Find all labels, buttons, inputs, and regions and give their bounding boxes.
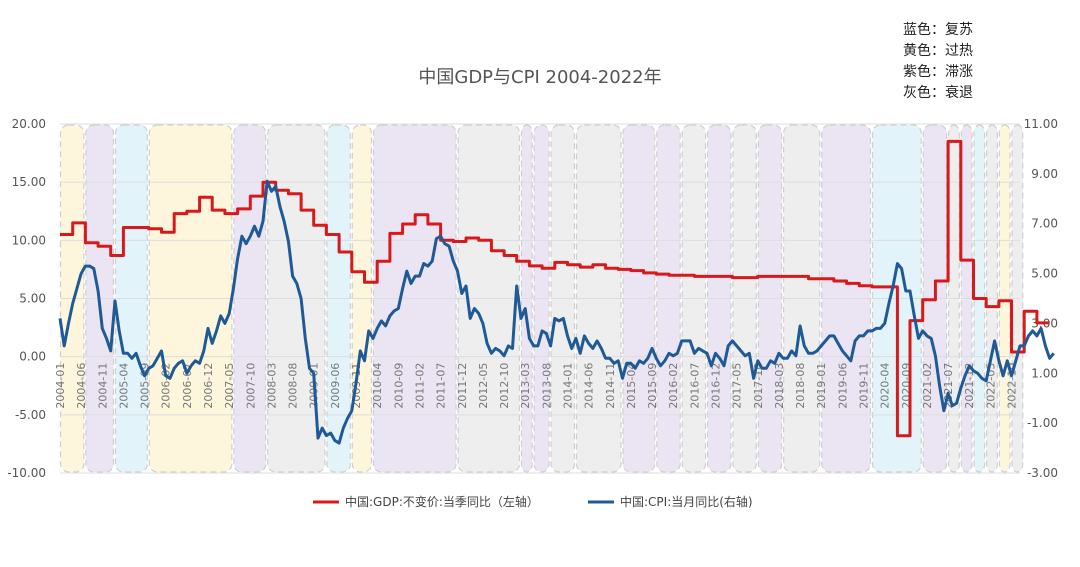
x-tick-label: 2018-08: [794, 363, 807, 409]
regime-note-gray: 灰色：衰退: [903, 85, 973, 101]
x-tick-label: 2013-03: [519, 363, 532, 409]
right-tick-label: 9.00: [1031, 167, 1058, 181]
left-tick-label: -10.00: [7, 466, 46, 480]
x-tick-label: 2009-06: [329, 363, 342, 409]
right-tick-label: 1.00: [1031, 366, 1058, 380]
left-axis: 20.00 15.00 10.00 5.00 0.00 -5.00 -10.00: [7, 117, 46, 480]
x-tick-label: 2008-03: [265, 363, 278, 409]
gdp-line: [60, 139, 1050, 438]
legend-cpi-label: 中国:CPI:当月同比(右轴): [620, 494, 753, 509]
x-tick-label: 2022-05: [984, 363, 997, 409]
right-axis: 11.009.007.005.003.001.00-1.00-3.00: [1024, 117, 1058, 480]
x-tick-label: 2011-12: [456, 363, 469, 409]
x-tick-label: 2004-01: [54, 363, 67, 409]
regime-note-blue: 蓝色：复苏: [903, 22, 973, 38]
x-tick-label: 2012-05: [477, 363, 490, 409]
x-tick-label: 2012-10: [498, 363, 511, 409]
right-tick-label: 11.00: [1024, 117, 1058, 131]
right-tick-label: 5.00: [1031, 267, 1058, 281]
x-tick-label: 2016-02: [667, 363, 680, 409]
x-tick-label: 2008-08: [287, 363, 300, 409]
gridlines: [60, 123, 1020, 474]
x-tick-label: 2014-06: [583, 363, 596, 409]
x-tick-label: 2020-04: [879, 363, 892, 409]
left-tick-label: 20.00: [12, 117, 46, 131]
x-tick-label: 2011-02: [413, 363, 426, 409]
legend-gdp-label: 中国:GDP:不变价:当季同比（左轴）: [345, 494, 539, 509]
x-tick-label: 2018-03: [773, 363, 786, 409]
right-tick-label: -3.00: [1027, 466, 1058, 480]
series-gdp: [60, 139, 1050, 438]
x-tick-label: 2005-09: [139, 363, 152, 409]
x-tick-label: 2004-06: [75, 363, 88, 409]
series-cpi: [58, 179, 1055, 445]
regime-note: 蓝色：复苏 黄色：过热 紫色：滞涨 灰色：衰退: [903, 20, 973, 104]
left-tick-label: 0.00: [19, 350, 46, 364]
left-tick-label: -5.00: [15, 408, 46, 422]
legend: 中国:GDP:不变价:当季同比（左轴） 中国:CPI:当月同比(右轴): [313, 494, 753, 509]
x-tick-label: 2019-11: [858, 363, 871, 409]
cpi-line: [58, 179, 1055, 445]
x-tick-label: 2005-04: [117, 363, 130, 409]
chart-title: 中国GDP与CPI 2004-2022年: [418, 67, 661, 88]
x-tick-label: 2022-10: [1006, 363, 1019, 409]
x-tick-label: 2013-08: [540, 363, 553, 409]
regime-note-yellow: 黄色：过热: [903, 43, 973, 59]
x-tick-label: 2017-05: [731, 363, 744, 409]
x-tick-label: 2010-09: [392, 363, 405, 409]
x-tick-label: 2021-02: [921, 363, 934, 409]
x-tick-label: 2019-06: [836, 363, 849, 409]
x-tick-label: 2007-10: [244, 363, 257, 409]
x-tick-label: 2014-01: [561, 363, 574, 409]
x-tick-label: 2011-07: [435, 363, 448, 409]
right-tick-label: -1.00: [1027, 416, 1058, 430]
x-tick-label: 2016-12: [710, 363, 723, 409]
left-tick-label: 15.00: [12, 175, 46, 189]
x-tick-label: 2006-12: [202, 363, 215, 409]
x-tick-label: 2004-11: [96, 363, 109, 409]
left-tick-label: 10.00: [12, 233, 46, 247]
right-tick-label: 7.00: [1031, 217, 1058, 231]
x-tick-label: 2021-07: [942, 363, 955, 409]
x-tick-label: 2016-07: [688, 363, 701, 409]
x-axis: 2004-01 2004-06 2004-11 2005-04 2005-09 2006-…: [54, 363, 1019, 409]
x-tick-label: 2014-11: [604, 363, 617, 409]
left-tick-label: 5.00: [19, 292, 46, 306]
regime-note-purple: 紫色：滞涨: [903, 64, 973, 80]
x-tick-label: 2015-09: [646, 363, 659, 409]
x-tick-label: 2015-04: [625, 363, 638, 409]
x-tick-label: 2006-02: [160, 363, 173, 409]
x-tick-label: 2019-01: [815, 363, 828, 409]
x-tick-label: 2006-07: [181, 363, 194, 409]
x-tick-label: 2010-04: [371, 363, 384, 409]
x-tick-label: 2007-05: [223, 363, 236, 409]
